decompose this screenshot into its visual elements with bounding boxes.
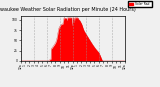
Legend: Solar Rad.: Solar Rad. xyxy=(128,1,152,7)
Text: Milwaukee Weather Solar Radiation per Minute (24 Hours): Milwaukee Weather Solar Radiation per Mi… xyxy=(0,7,135,12)
